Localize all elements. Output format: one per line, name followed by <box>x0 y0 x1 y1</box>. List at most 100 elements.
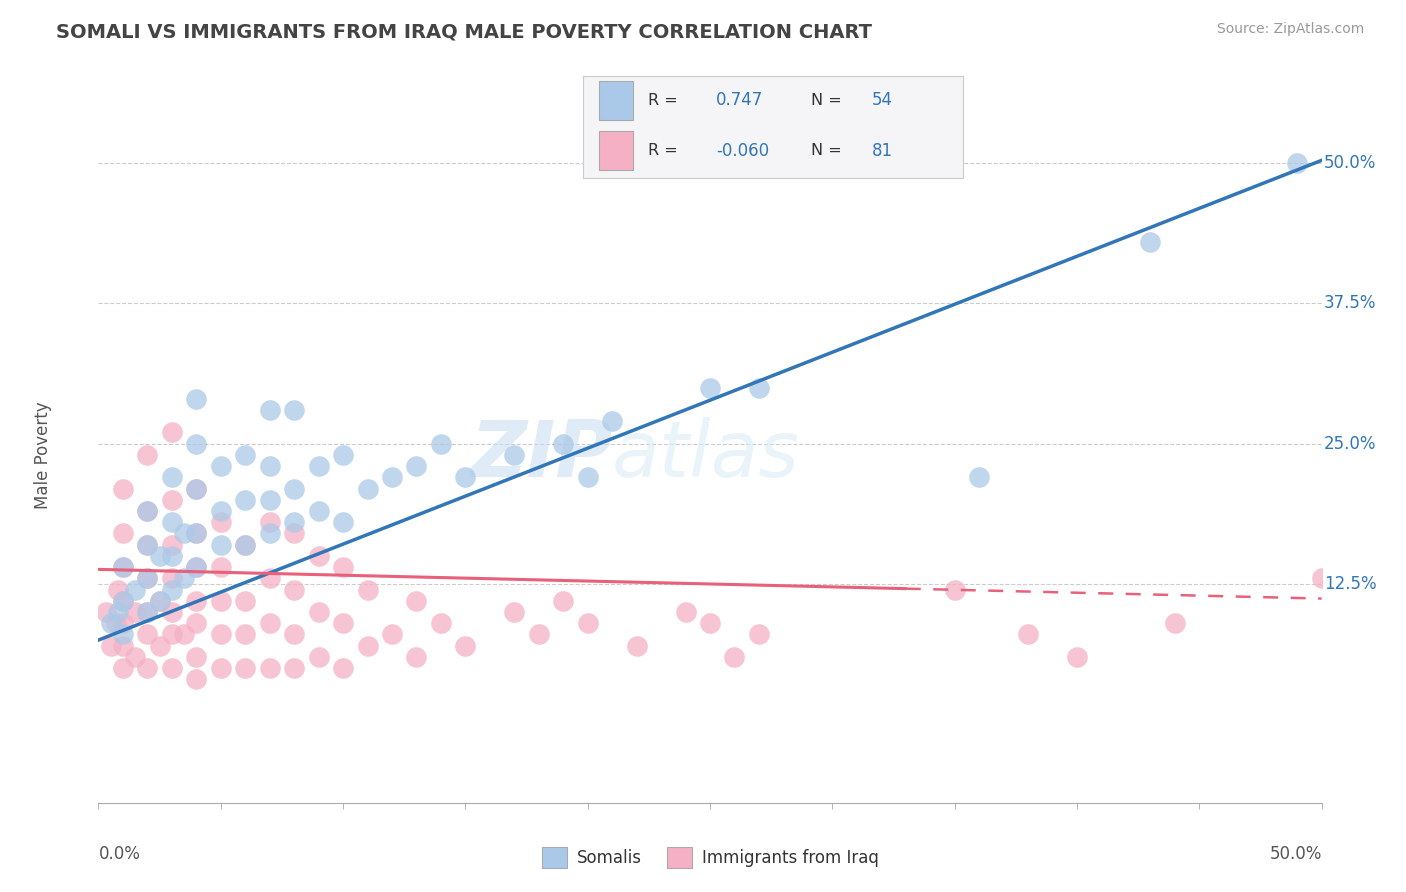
Point <box>723 649 745 664</box>
Point <box>104 616 127 631</box>
Point <box>332 515 354 529</box>
Text: Male Poverty: Male Poverty <box>34 401 52 508</box>
Point <box>283 515 305 529</box>
Point <box>186 616 208 631</box>
Point <box>160 571 183 585</box>
Text: 37.5%: 37.5% <box>1324 294 1376 312</box>
Point <box>136 661 159 675</box>
Point <box>430 436 453 450</box>
Point <box>503 605 526 619</box>
Point <box>149 594 172 608</box>
Point <box>233 538 256 552</box>
Point <box>111 560 134 574</box>
Point <box>111 639 134 653</box>
Point <box>405 459 427 474</box>
FancyBboxPatch shape <box>599 131 633 170</box>
FancyBboxPatch shape <box>599 81 633 120</box>
Point <box>308 605 330 619</box>
Text: 12.5%: 12.5% <box>1324 575 1376 593</box>
Point <box>107 582 129 597</box>
Point <box>308 459 330 474</box>
Point <box>527 627 550 641</box>
Text: N =: N = <box>811 144 842 158</box>
Point <box>160 549 183 563</box>
Text: N =: N = <box>811 93 842 108</box>
Point <box>233 661 256 675</box>
Point <box>111 594 134 608</box>
Point <box>308 649 330 664</box>
Point <box>356 582 378 597</box>
Text: R =: R = <box>648 144 678 158</box>
Point <box>136 504 159 518</box>
Point <box>186 594 208 608</box>
Point <box>967 470 990 484</box>
Point <box>136 504 159 518</box>
Point <box>136 605 159 619</box>
Point <box>283 526 305 541</box>
Point <box>332 661 354 675</box>
Point <box>160 627 183 641</box>
Point <box>186 649 208 664</box>
Point <box>308 504 330 518</box>
Point <box>381 627 404 641</box>
Point <box>259 459 281 474</box>
Point <box>160 470 183 484</box>
Point <box>186 482 208 496</box>
Point <box>124 605 146 619</box>
Point <box>233 538 256 552</box>
Text: atlas: atlas <box>612 417 800 493</box>
Point <box>283 661 305 675</box>
Point <box>356 482 378 496</box>
Point <box>1139 235 1161 249</box>
Text: 54: 54 <box>872 92 893 110</box>
Point <box>136 605 159 619</box>
Point <box>186 392 208 406</box>
Text: SOMALI VS IMMIGRANTS FROM IRAQ MALE POVERTY CORRELATION CHART: SOMALI VS IMMIGRANTS FROM IRAQ MALE POVE… <box>56 22 872 41</box>
Point <box>283 627 305 641</box>
Point <box>186 560 208 574</box>
Point <box>699 381 721 395</box>
Text: Source: ZipAtlas.com: Source: ZipAtlas.com <box>1216 22 1364 37</box>
Point <box>160 538 183 552</box>
Point <box>209 560 232 574</box>
Point <box>1310 571 1333 585</box>
Point <box>332 560 354 574</box>
Point <box>111 526 134 541</box>
Point <box>186 526 208 541</box>
Point <box>111 482 134 496</box>
Point <box>173 526 195 541</box>
Point <box>186 673 208 687</box>
Point <box>209 504 232 518</box>
Point <box>173 627 195 641</box>
Point <box>1164 616 1187 631</box>
Point <box>600 414 623 428</box>
Point <box>160 582 183 597</box>
Point <box>283 582 305 597</box>
Point <box>209 515 232 529</box>
Point <box>136 538 159 552</box>
Point <box>209 538 232 552</box>
Point <box>405 594 427 608</box>
Point <box>576 616 599 631</box>
Point <box>160 425 183 440</box>
Point <box>124 649 146 664</box>
Point <box>209 594 232 608</box>
Text: 50.0%: 50.0% <box>1270 845 1322 863</box>
Point <box>1066 649 1088 664</box>
Point <box>136 627 159 641</box>
Point <box>259 526 281 541</box>
Point <box>283 482 305 496</box>
Point <box>149 639 172 653</box>
Point <box>675 605 697 619</box>
Point <box>259 403 281 417</box>
Point <box>233 448 256 462</box>
Point <box>186 526 208 541</box>
Point <box>111 627 134 641</box>
Point <box>699 616 721 631</box>
Point <box>136 448 159 462</box>
Text: 81: 81 <box>872 142 893 160</box>
Point <box>233 594 256 608</box>
Point <box>332 616 354 631</box>
Point <box>626 639 648 653</box>
Text: -0.060: -0.060 <box>717 142 769 160</box>
